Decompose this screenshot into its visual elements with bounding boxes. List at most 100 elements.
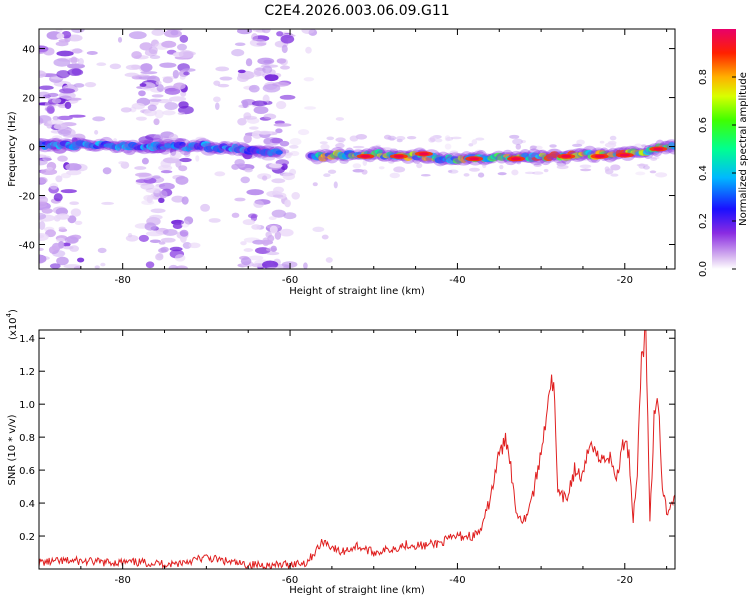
heatmap-cell bbox=[468, 167, 480, 172]
heatmap-cell bbox=[112, 138, 118, 145]
heatmap-cell bbox=[260, 239, 274, 245]
heatmap-cell bbox=[520, 139, 527, 144]
heatmap-cell bbox=[256, 130, 273, 135]
heatmap-cell bbox=[153, 118, 160, 126]
heatmap-cell bbox=[395, 136, 406, 141]
heatmap-cell bbox=[158, 182, 175, 190]
heatmap-cell bbox=[169, 151, 182, 160]
heatmap-cell bbox=[64, 101, 72, 110]
heatmap-cell bbox=[289, 151, 300, 157]
heatmap-cell bbox=[650, 156, 660, 160]
heatmap-cell bbox=[240, 241, 247, 246]
spectrogram-panel: -80 -60 -40 -20 -40 -20 0 20 40 Height of straig… bbox=[7, 28, 676, 297]
colorbar-tick-label: 0.0 bbox=[698, 261, 709, 277]
heatmap-cell bbox=[271, 209, 287, 218]
heatmap-cell bbox=[248, 126, 259, 130]
heatmap-cell bbox=[262, 175, 268, 181]
heatmap-cell bbox=[389, 172, 401, 179]
snr-series-line bbox=[39, 330, 675, 569]
heatmap-cell bbox=[619, 153, 630, 157]
heatmap-cell bbox=[55, 207, 69, 216]
heatmap-cell bbox=[266, 251, 280, 256]
heatmap-cell bbox=[450, 136, 462, 140]
heatmap-cell bbox=[152, 175, 161, 179]
heatmap-cell bbox=[666, 140, 675, 155]
heatmap-cell bbox=[246, 189, 264, 196]
heatmap-cell bbox=[213, 80, 221, 86]
heatmap-cell bbox=[321, 234, 329, 240]
heatmap-cell bbox=[74, 220, 83, 226]
heatmap-cell bbox=[303, 262, 308, 269]
heatmap-cell bbox=[178, 101, 189, 109]
heatmap-cell bbox=[262, 65, 273, 74]
spectrogram-ytick-label: 0 bbox=[29, 143, 35, 154]
heatmap-cell bbox=[289, 144, 299, 149]
heatmap-cell bbox=[172, 223, 183, 229]
heatmap-cell bbox=[39, 233, 49, 242]
heatmap-cell bbox=[349, 135, 359, 142]
heatmap-cell bbox=[67, 68, 84, 77]
heatmap-cell bbox=[64, 236, 79, 244]
heatmap-cell bbox=[125, 235, 139, 242]
heatmap-cell bbox=[143, 109, 157, 117]
heatmap-cell bbox=[52, 115, 60, 121]
heatmap-cell bbox=[40, 168, 58, 176]
heatmap-cell bbox=[240, 257, 252, 266]
heatmap-cell bbox=[55, 41, 69, 47]
heatmap-cell bbox=[444, 135, 451, 142]
heatmap-cell bbox=[237, 69, 246, 74]
heatmap-cell bbox=[231, 49, 245, 57]
heatmap-cell bbox=[47, 106, 55, 114]
heatmap-cell bbox=[149, 239, 161, 243]
snr-xtick-label: -80 bbox=[115, 575, 131, 586]
colorbar-ticks: 0.0 0.2 0.4 0.6 0.8 bbox=[698, 69, 736, 277]
heatmap-cell bbox=[219, 76, 233, 81]
heatmap-cell bbox=[234, 42, 246, 47]
heatmap-cell bbox=[243, 115, 258, 120]
heatmap-cell bbox=[352, 163, 362, 169]
heatmap-cell bbox=[65, 163, 82, 171]
heatmap-cell bbox=[179, 34, 189, 43]
heatmap-cell bbox=[231, 212, 240, 218]
heatmap-cell bbox=[62, 245, 74, 250]
heatmap-cell bbox=[301, 29, 315, 35]
heatmap-cell bbox=[168, 133, 179, 142]
spectrogram-heatmap bbox=[39, 29, 675, 269]
heatmap-cell bbox=[275, 128, 283, 134]
heatmap-cell bbox=[240, 176, 250, 184]
heatmap-cell bbox=[655, 172, 668, 178]
heatmap-cell bbox=[268, 163, 283, 168]
heatmap-cell bbox=[264, 74, 279, 82]
heatmap-cell bbox=[139, 83, 147, 87]
heatmap-cell bbox=[572, 143, 583, 148]
heatmap-cell bbox=[335, 143, 345, 149]
heatmap-cell bbox=[155, 253, 164, 261]
heatmap-cell bbox=[178, 165, 188, 172]
heatmap-cell bbox=[416, 162, 423, 169]
heatmap-cell bbox=[323, 173, 331, 177]
spectrogram-ticks: -80 -60 -40 -20 -40 -20 0 20 40 bbox=[19, 29, 675, 286]
heatmap-cell bbox=[361, 169, 368, 175]
heatmap-cell bbox=[335, 137, 346, 143]
heatmap-cell bbox=[272, 194, 284, 198]
heatmap-cell bbox=[282, 172, 296, 181]
snr-panel: -80 -60 -40 -20 0.2 0.4 0.6 0.8 1.0 1.2 1.4 Height… bbox=[5, 309, 676, 596]
colorbar-tick-label: 0.8 bbox=[698, 69, 709, 85]
heatmap-cell bbox=[49, 182, 59, 190]
heatmap-cell bbox=[291, 191, 300, 200]
heatmap-cell bbox=[610, 173, 619, 177]
heatmap-cell bbox=[215, 66, 230, 72]
heatmap-cell bbox=[262, 83, 281, 93]
heatmap-cell bbox=[607, 140, 617, 145]
heatmap-cell bbox=[305, 46, 312, 54]
heatmap-cell bbox=[46, 166, 54, 171]
heatmap-cell bbox=[154, 109, 164, 119]
heatmap-cell bbox=[109, 63, 122, 70]
heatmap-cell bbox=[499, 164, 504, 170]
heatmap-cell bbox=[68, 114, 86, 118]
heatmap-cell bbox=[281, 44, 288, 54]
heatmap-cell bbox=[169, 246, 183, 252]
heatmap-cell bbox=[312, 182, 318, 187]
snr-scale-label: (x104) bbox=[5, 309, 19, 340]
heatmap-cell bbox=[140, 71, 158, 75]
